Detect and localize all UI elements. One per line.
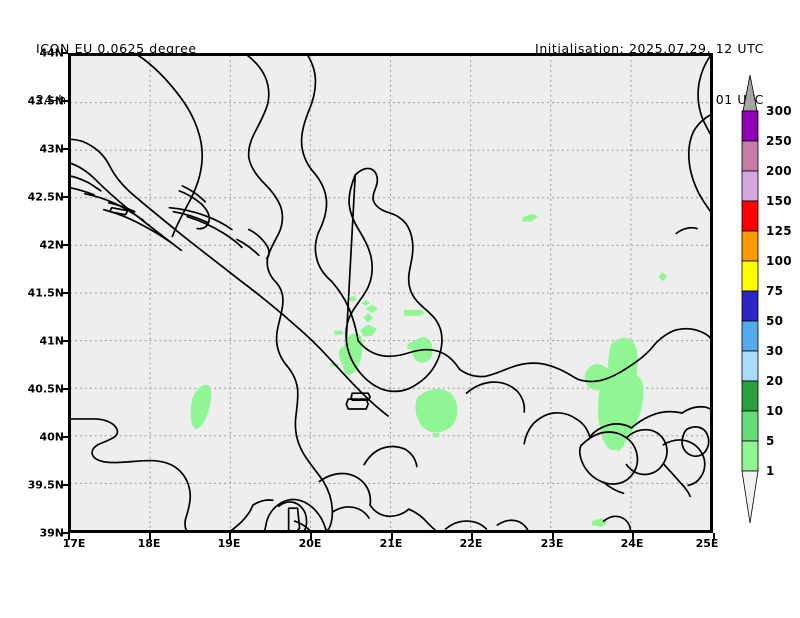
colorbar-label-10: 10 <box>766 404 784 418</box>
x-tick-mark <box>149 533 151 540</box>
x-tick-label-21e: 21E <box>379 537 403 550</box>
y-tick-mark <box>61 244 68 246</box>
colorbar-over-arrow <box>742 75 758 112</box>
colorbar-label-200: 200 <box>766 164 792 178</box>
x-tick-mark <box>552 533 554 540</box>
y-tick-mark <box>61 148 68 150</box>
colorbar-label-100: 100 <box>766 254 792 268</box>
x-tick-mark <box>713 533 715 540</box>
x-tick-mark <box>229 533 231 540</box>
colorbar-label-1: 1 <box>766 464 775 478</box>
y-tick-label-44n: 44N <box>39 46 64 60</box>
x-tick-label-18e: 18E <box>137 537 161 550</box>
colorbar-label-300: 300 <box>766 104 792 118</box>
x-tick-label-24e: 24E <box>620 537 644 550</box>
y-tick-mark <box>61 292 68 294</box>
colorbar-canvas <box>741 75 759 523</box>
x-tick-mark <box>471 533 473 540</box>
gridlines <box>70 55 711 531</box>
y-tick-mark <box>61 388 68 390</box>
y-tick-mark <box>61 340 68 342</box>
colorbar-label-30: 30 <box>766 344 784 358</box>
y-tick-label-40.5n: 40.5N <box>27 382 64 396</box>
y-tick-mark <box>61 532 68 534</box>
y-tick-label-39n: 39N <box>39 526 64 540</box>
y-tick-label-42n: 42N <box>39 238 64 252</box>
y-tick-mark <box>61 100 68 102</box>
colorbar-label-50: 50 <box>766 314 784 328</box>
y-tick-mark <box>61 484 68 486</box>
y-tick-label-39.5n: 39.5N <box>27 478 64 492</box>
x-tick-mark <box>632 533 634 540</box>
x-tick-label-25e: 25E <box>695 537 719 550</box>
y-tick-label-42.5n: 42.5N <box>27 190 64 204</box>
coastlines-and-borders <box>70 55 711 531</box>
model-name-text: ICON EU 0.0625 degree <box>36 41 197 56</box>
colorbar-label-5: 5 <box>766 434 775 448</box>
x-tick-label-20e: 20E <box>298 537 322 550</box>
x-tick-mark <box>68 533 70 540</box>
colorbar-label-150: 150 <box>766 194 792 208</box>
x-tick-label-17e: 17E <box>62 537 86 550</box>
map-canvas <box>70 55 711 531</box>
y-tick-mark <box>61 196 68 198</box>
y-tick-label-41.5n: 41.5N <box>27 286 64 300</box>
y-tick-label-40n: 40N <box>39 430 64 444</box>
x-tick-mark <box>391 533 393 540</box>
map-plot-area[interactable] <box>68 53 713 533</box>
y-tick-label-41n: 41N <box>39 334 64 348</box>
colorbar-label-125: 125 <box>766 224 792 238</box>
precipitation-field <box>190 213 668 528</box>
x-tick-mark <box>310 533 312 540</box>
x-tick-label-22e: 22E <box>459 537 483 550</box>
colorbar-label-20: 20 <box>766 374 784 388</box>
x-tick-label-23e: 23E <box>540 537 564 550</box>
y-tick-mark <box>61 436 68 438</box>
y-tick-mark <box>61 52 68 54</box>
initialisation-time-text: Initialisation: 2025.07.29. 12 UTC <box>535 41 764 56</box>
y-tick-label-43.5n: 43.5N <box>27 94 64 108</box>
colorbar-bands <box>741 110 759 472</box>
precipitation-colorbar[interactable] <box>739 75 761 523</box>
y-tick-label-43n: 43N <box>39 142 64 156</box>
colorbar-under-arrow <box>741 470 759 523</box>
colorbar-label-250: 250 <box>766 134 792 148</box>
x-tick-label-19e: 19E <box>217 537 241 550</box>
colorbar-label-75: 75 <box>766 284 784 298</box>
